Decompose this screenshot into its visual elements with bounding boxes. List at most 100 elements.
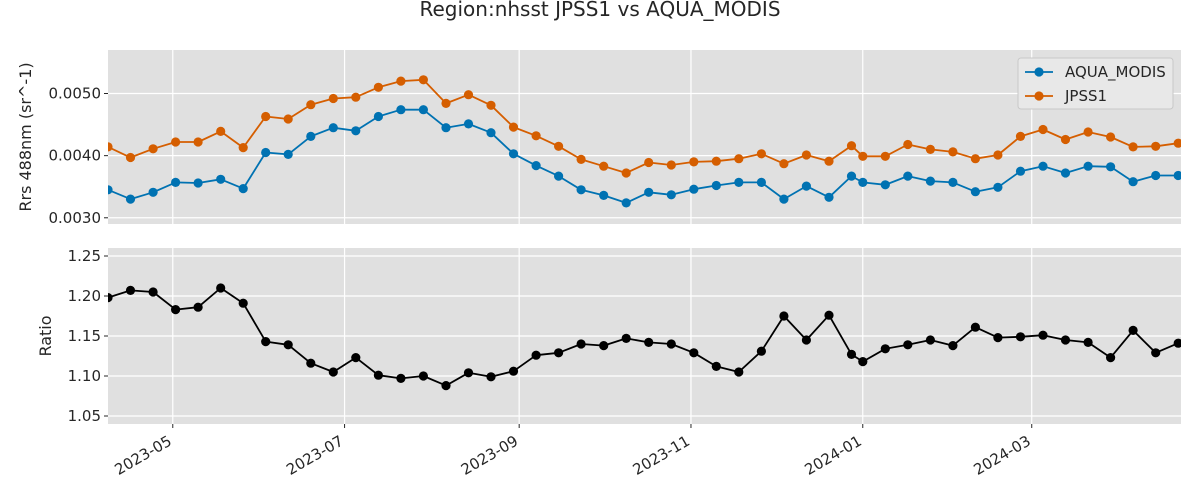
data-point [925, 335, 936, 345]
data-point [328, 93, 338, 104]
data-point [880, 344, 890, 354]
y-tick-label: 1.10 [68, 367, 101, 385]
data-point [711, 361, 721, 371]
data-point [396, 76, 406, 86]
data-point [171, 177, 181, 187]
data-point [108, 142, 113, 152]
data-point [463, 119, 474, 129]
data-point [734, 367, 744, 377]
data-point [599, 341, 609, 351]
data-point [463, 368, 474, 378]
data-point [925, 176, 936, 186]
data-point [756, 177, 767, 187]
data-point [621, 198, 631, 208]
data-point [1083, 161, 1093, 171]
y-tick-label: 1.15 [68, 327, 101, 345]
data-point [903, 139, 913, 150]
data-point [970, 154, 981, 164]
data-point [903, 171, 913, 181]
data-point [351, 92, 361, 102]
data-point [970, 322, 981, 332]
data-point [108, 293, 113, 303]
data-point [1128, 177, 1138, 187]
data-point [328, 367, 338, 377]
data-point [970, 187, 981, 197]
legend-label: AQUA_MODIS [1065, 63, 1166, 82]
data-point [148, 187, 158, 197]
data-point [993, 182, 1003, 192]
data-point [576, 185, 586, 195]
y-axis-label: Rrs 488nm (sr^-1) [16, 62, 35, 211]
data-point [418, 371, 428, 381]
data-point [261, 111, 271, 122]
data-point [108, 185, 113, 195]
data-point [1128, 325, 1138, 335]
data-point [216, 126, 226, 136]
data-point [531, 161, 541, 171]
data-point [418, 75, 428, 85]
data-point [948, 177, 958, 187]
data-point [531, 131, 541, 141]
data-point [858, 357, 868, 367]
bottom-panel: 1.05 1.10 1.15 1.20 1.25 Ratio [36, 247, 1181, 425]
data-point [948, 147, 958, 157]
legend-marker [1034, 91, 1044, 101]
data-point [846, 171, 857, 181]
data-point [756, 149, 767, 159]
data-point [779, 311, 789, 321]
legend-label: JPSS1 [1064, 87, 1107, 105]
data-point [1015, 332, 1026, 342]
y-tick-label: 0.0050 [49, 85, 102, 103]
data-point [801, 150, 812, 160]
data-point [925, 144, 936, 154]
data-point [666, 160, 676, 170]
data-point [171, 305, 181, 315]
data-point [508, 149, 519, 159]
data-point [1128, 142, 1138, 152]
data-point [373, 82, 383, 92]
data-point [486, 100, 496, 110]
data-point [148, 144, 158, 154]
x-tick-label: 2023-09 [458, 432, 521, 479]
data-point [216, 174, 226, 184]
data-point [1173, 170, 1181, 181]
data-point [666, 190, 676, 200]
data-point [373, 370, 383, 380]
data-point [993, 333, 1003, 343]
x-tick-label: 2023-11 [630, 432, 693, 479]
data-point [554, 348, 564, 358]
x-tick-label: 2024-03 [970, 432, 1033, 479]
data-point [1083, 127, 1093, 137]
data-point [948, 341, 958, 351]
data-point [1151, 348, 1161, 358]
data-point [396, 105, 406, 115]
data-point [283, 114, 293, 124]
data-point [1083, 337, 1093, 347]
data-point [441, 123, 451, 133]
data-point [801, 335, 812, 345]
data-point [193, 302, 203, 312]
data-point [283, 149, 293, 159]
data-point [125, 194, 136, 204]
data-point [396, 373, 406, 383]
legend: AQUA_MODIS JPSS1 [1017, 57, 1174, 110]
x-axis: 2023-05 2023-07 2023-09 2023-11 2024-01 2024-… [111, 424, 1034, 479]
data-point [1038, 124, 1048, 135]
data-point [621, 168, 631, 178]
data-point [801, 181, 812, 191]
data-point [306, 100, 316, 110]
data-point [1151, 170, 1161, 181]
data-point [306, 131, 316, 141]
data-point [846, 349, 857, 359]
data-point [846, 141, 857, 151]
data-point [1038, 330, 1048, 340]
data-point [125, 152, 136, 163]
y-axis-label: Ratio [36, 315, 55, 356]
data-point [171, 137, 181, 147]
data-point [238, 298, 248, 308]
data-point [689, 348, 699, 358]
data-point [351, 353, 361, 363]
data-point [125, 285, 136, 295]
y-tick-label: 0.0040 [49, 147, 102, 165]
data-point [531, 350, 541, 360]
